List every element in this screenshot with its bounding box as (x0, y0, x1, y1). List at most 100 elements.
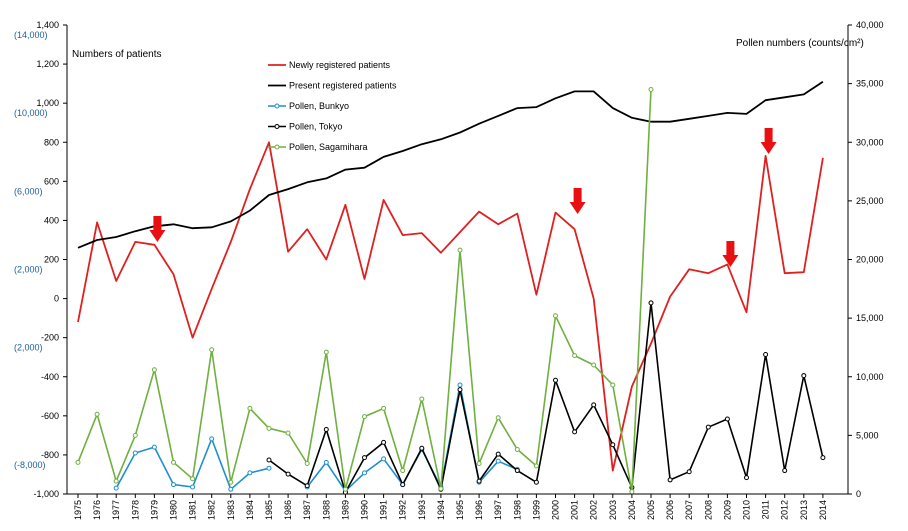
x-tick-label: 1984 (245, 500, 255, 520)
data-point (266, 465, 272, 471)
x-tick-label: 1987 (302, 500, 312, 520)
x-tick-label: 2001 (570, 500, 580, 520)
x-tick-label: 1979 (149, 500, 159, 520)
data-point (457, 247, 463, 253)
left-tick-label: 600 (44, 176, 59, 186)
data-point (190, 476, 196, 482)
right-tick-label: 20,000 (856, 255, 884, 265)
data-point (342, 486, 348, 492)
down-arrow-icon (722, 241, 739, 267)
data-point (610, 442, 616, 448)
x-tick-label: 1980 (169, 500, 179, 520)
data-point (610, 382, 616, 388)
data-point (591, 362, 597, 368)
x-tick-label: 1975 (73, 500, 83, 520)
series-1 (77, 80, 824, 249)
data-point (419, 445, 425, 451)
x-tick-label: 1993 (417, 500, 427, 520)
x-tick-label: 2014 (818, 500, 828, 520)
data-point (151, 367, 157, 373)
left-tick-label: -400 (41, 372, 59, 382)
series-line (115, 438, 270, 491)
x-tick-label: 2003 (608, 500, 618, 520)
legend-label: Pollen, Tokyo (289, 122, 342, 132)
data-point (572, 353, 578, 359)
data-point (323, 459, 329, 465)
annotation-arrows (149, 128, 777, 267)
data-point (705, 424, 711, 430)
left-tick-label: 800 (44, 137, 59, 147)
x-tick-label: 2013 (799, 500, 809, 520)
data-point (304, 483, 310, 489)
data-point (400, 468, 406, 474)
legend-marker (274, 103, 280, 109)
series-group (75, 80, 826, 495)
data-point (228, 486, 234, 492)
data-point (400, 482, 406, 488)
legend: Newly registered patients Present registe… (268, 60, 397, 152)
down-arrow-icon (569, 188, 586, 214)
data-point (438, 486, 444, 492)
data-point (209, 436, 215, 442)
data-point (362, 414, 367, 420)
series-line (268, 302, 824, 493)
down-arrow-icon (760, 128, 777, 154)
data-point (782, 468, 788, 474)
series-line (77, 80, 824, 249)
legend-label: Newly registered patients (289, 60, 391, 70)
x-tick-label: 2005 (646, 500, 656, 520)
data-point (171, 482, 176, 488)
data-point (457, 387, 463, 393)
left-tick-label: 1,200 (36, 59, 59, 69)
x-tick-label: 1978 (130, 500, 140, 520)
left-tick-label: 400 (44, 215, 59, 225)
data-point (476, 461, 482, 467)
right-tick-label: 35,000 (856, 79, 884, 89)
data-point (323, 349, 329, 355)
x-tick-label: 1982 (207, 500, 217, 520)
x-tick-label: 1988 (321, 500, 331, 520)
right-tick-label: 15,000 (856, 313, 884, 323)
data-point (247, 405, 253, 411)
left-alt-tick-label: (2,000) (14, 265, 43, 275)
legend-marker (274, 144, 280, 150)
down-arrow-icon (149, 216, 166, 242)
data-point (724, 416, 730, 422)
data-point (744, 475, 749, 481)
data-point (381, 439, 387, 445)
x-tick-label: 2002 (589, 500, 599, 520)
data-point (362, 455, 367, 461)
x-tick-label: 1995 (455, 500, 465, 520)
data-point (495, 415, 501, 421)
right-tick-label: 10,000 (856, 372, 884, 382)
data-point (247, 470, 253, 476)
data-point (266, 457, 272, 463)
right-tick-label: 30,000 (856, 137, 884, 147)
data-point (381, 456, 387, 462)
legend-label: Pollen, Bunkyo (289, 101, 349, 111)
left-tick-label: 200 (44, 255, 59, 265)
data-point (285, 471, 291, 477)
x-tick-label: 1999 (531, 500, 541, 520)
data-point (820, 455, 826, 461)
data-point (553, 313, 558, 319)
data-point (763, 351, 769, 357)
data-point (75, 459, 81, 465)
x-tick-label: 2008 (703, 500, 713, 520)
data-point (419, 396, 425, 402)
left-axis-title: Numbers of patients (72, 49, 162, 60)
x-tick-label: 2007 (684, 500, 694, 520)
data-point (209, 347, 215, 353)
data-point (190, 484, 196, 490)
data-point (553, 377, 558, 383)
series-0 (77, 141, 824, 472)
x-tick-label: 1994 (436, 500, 446, 520)
left-alt-tick-label: (6,000) (14, 186, 43, 196)
series-3 (266, 300, 826, 495)
left-tick-label: -200 (41, 333, 59, 343)
x-tick-label: 1976 (92, 500, 102, 520)
data-point (151, 444, 157, 450)
data-point (629, 489, 635, 495)
left-alt-tick-label: (2,000) (14, 343, 43, 353)
